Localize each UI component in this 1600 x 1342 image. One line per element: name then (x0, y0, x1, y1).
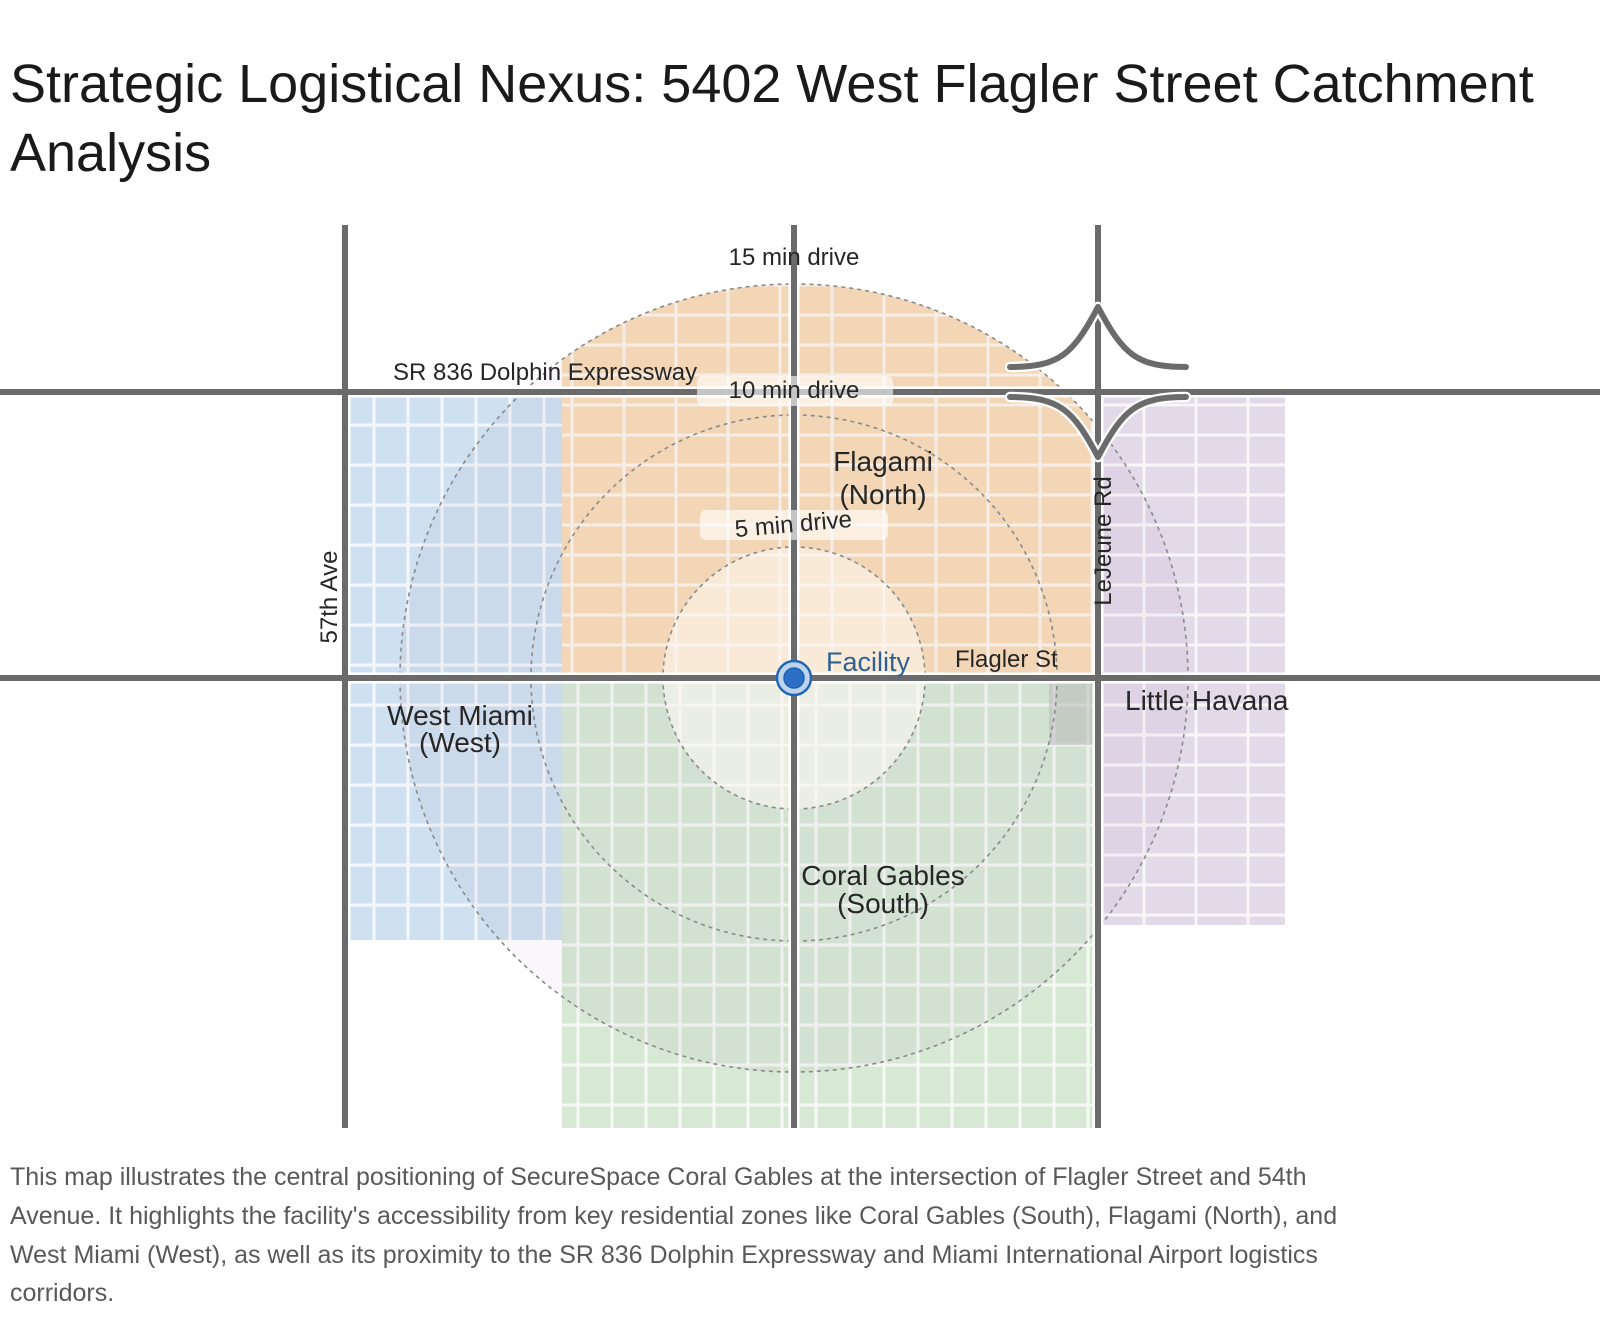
svg-text:(North): (North) (839, 479, 926, 510)
svg-text:15 min drive: 15 min drive (729, 244, 860, 271)
svg-text:Flagami: Flagami (833, 446, 933, 477)
svg-text:Little Havana: Little Havana (1125, 685, 1289, 716)
svg-text:Coral Gables: Coral Gables (801, 860, 964, 891)
svg-text:Facility: Facility (826, 647, 911, 677)
svg-text:(West): (West) (419, 727, 501, 758)
svg-text:Flagler St: Flagler St (955, 646, 1058, 673)
svg-text:(South): (South) (837, 888, 929, 919)
svg-text:SR 836 Dolphin Expressway: SR 836 Dolphin Expressway (393, 359, 697, 386)
svg-text:LeJeune Rd: LeJeune Rd (1090, 476, 1117, 605)
svg-text:57th Ave: 57th Ave (316, 551, 343, 644)
svg-text:10 min drive: 10 min drive (729, 377, 860, 404)
